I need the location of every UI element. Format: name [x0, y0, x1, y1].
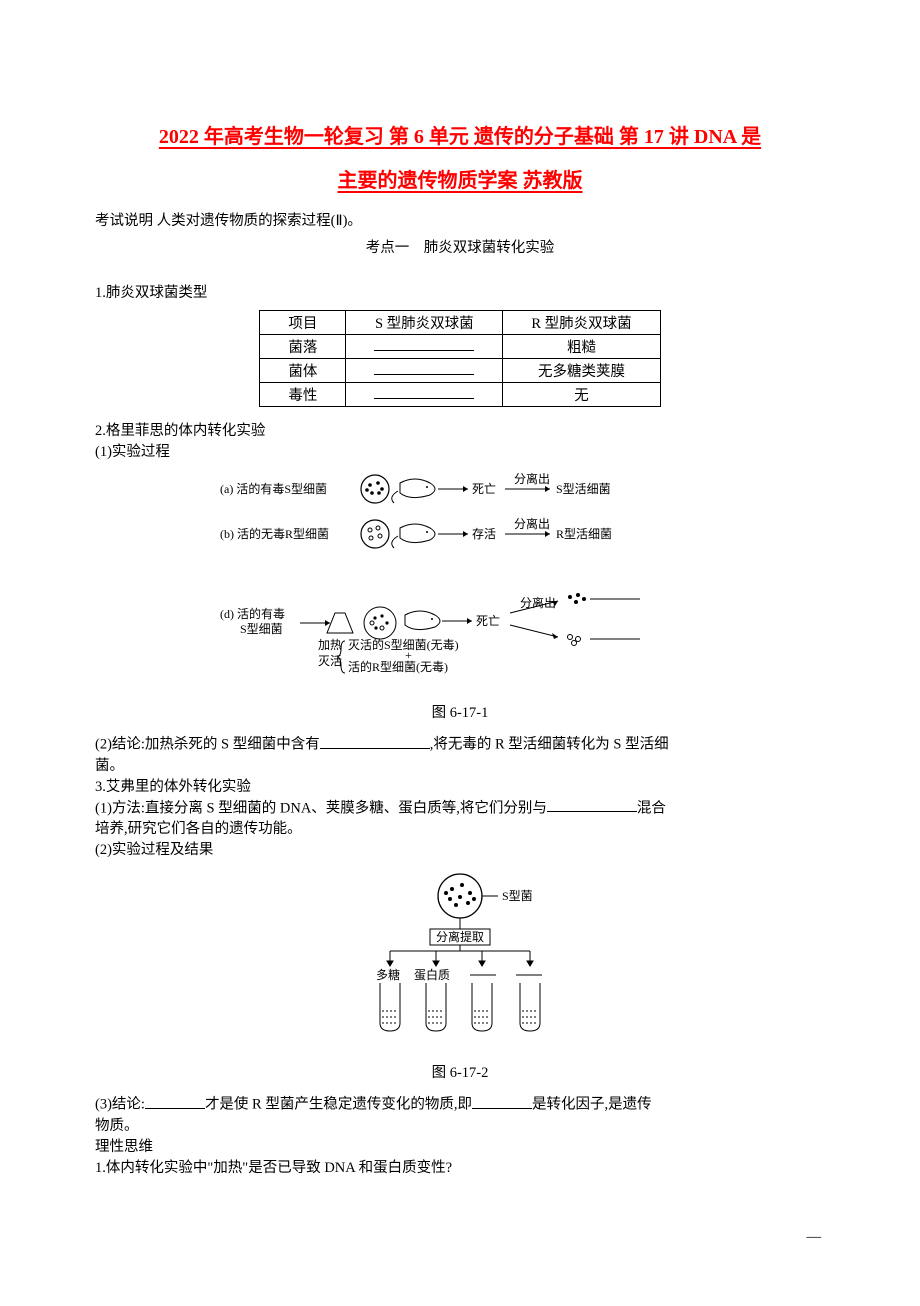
- s3-conclusion-cont: 物质。: [95, 1116, 825, 1137]
- table-cell: R 型肺炎双球菌: [503, 311, 660, 335]
- figure-1-caption: 图 6-17-1: [95, 703, 825, 724]
- s3-sub2: (2)实验过程及结果: [95, 840, 825, 861]
- table-row: 项目 S 型肺炎双球菌 R 型肺炎双球菌: [260, 311, 660, 335]
- s3-conclusion: (3)结论:才是使 R 型菌产生稳定遗传变化的物质,即是转化因子,是遗传: [95, 1094, 825, 1116]
- svg-text:死亡: 死亡: [476, 614, 500, 628]
- document-page: 2022 年高考生物一轮复习 第 6 单元 遗传的分子基础 第 17 讲 DNA…: [0, 0, 920, 1306]
- table-cell: [346, 359, 503, 383]
- svg-text:灭活的S型细菌(无毒): 灭活的S型细菌(无毒): [348, 637, 459, 652]
- s2-conclusion: (2)结论:加热杀死的 S 型细菌中含有,将无毒的 R 型活细菌转化为 S 型活…: [95, 734, 825, 756]
- fig1-a-prefix: (a) 活的有毒S型细菌: [220, 481, 327, 496]
- svg-text:加热: 加热: [318, 638, 342, 652]
- figure-6-17-2: S型菌 分离提取 多糖 蛋白质: [95, 871, 825, 1084]
- table-cell: [346, 335, 503, 359]
- svg-text:多糖: 多糖: [376, 967, 400, 982]
- svg-text:存活: 存活: [472, 527, 496, 541]
- svg-text:分离提取: 分离提取: [436, 929, 484, 944]
- table-cell: 菌体: [260, 359, 346, 383]
- svg-text:死亡: 死亡: [472, 482, 496, 496]
- table-cell: 无多糖类荚膜: [503, 359, 660, 383]
- reasoning-heading: 理性思维: [95, 1137, 825, 1158]
- page-title: 2022 年高考生物一轮复习 第 6 单元 遗传的分子基础 第 17 讲 DNA…: [95, 115, 825, 203]
- svg-text:蛋白质: 蛋白质: [414, 967, 450, 982]
- table-cell: S 型肺炎双球菌: [346, 311, 503, 335]
- section-3-heading: 3.艾弗里的体外转化实验: [95, 777, 825, 798]
- table-cell: 菌落: [260, 335, 346, 359]
- svg-text:S型菌: S型菌: [502, 889, 533, 903]
- s3-sub1: (1)方法:直接分离 S 型细菌的 DNA、荚膜多糖、蛋白质等,将它们分别与混合: [95, 798, 825, 820]
- exam-note: 考试说明 人类对遗传物质的探索过程(Ⅱ)。: [95, 211, 825, 232]
- svg-text:分离出: 分离出: [514, 516, 550, 531]
- figure-2-caption: 图 6-17-2: [95, 1063, 825, 1084]
- table-row: 菌落 粗糙: [260, 335, 660, 359]
- question-1: 1.体内转化实验中"加热"是否已导致 DNA 和蛋白质变性?: [95, 1158, 825, 1179]
- s2-conclusion-cont: 菌。: [95, 756, 825, 777]
- bacteria-type-table: 项目 S 型肺炎双球菌 R 型肺炎双球菌 菌落 粗糙 菌体 无多糖类荚膜 毒性 …: [259, 310, 660, 407]
- topic-1-heading: 考点一 肺炎双球菌转化实验: [95, 238, 825, 259]
- svg-text:R型活细菌: R型活细菌: [556, 527, 612, 541]
- table-cell: [346, 383, 503, 407]
- svg-text:(d) 活的有毒: (d) 活的有毒: [220, 606, 285, 621]
- section-2-heading: 2.格里菲思的体内转化实验: [95, 421, 825, 442]
- section-1-heading: 1.肺炎双球菌类型: [95, 283, 825, 304]
- table-row: 菌体 无多糖类荚膜: [260, 359, 660, 383]
- s3-sub1-cont: 培养,研究它们各自的遗传功能。: [95, 819, 825, 840]
- table-cell: 项目: [260, 311, 346, 335]
- svg-text:活的R型细菌(无毒): 活的R型细菌(无毒): [348, 659, 448, 674]
- title-line-2: 主要的遗传物质学案 苏教版: [95, 159, 825, 203]
- table-cell: 无: [503, 383, 660, 407]
- svg-text:S型细菌: S型细菌: [240, 622, 283, 636]
- svg-text:分离出: 分离出: [514, 473, 550, 486]
- figure-6-17-1: (a) 活的有毒S型细菌 死亡 分离出 S型活细菌 (b) 活的无毒R型细菌: [95, 473, 825, 724]
- footer-mark: —: [95, 1229, 825, 1246]
- section-2-sub1: (1)实验过程: [95, 442, 825, 463]
- svg-text:(b) 活的无毒R型细菌: (b) 活的无毒R型细菌: [220, 526, 329, 541]
- table-cell: 毒性: [260, 383, 346, 407]
- svg-text:S型活细菌: S型活细菌: [556, 482, 611, 496]
- title-line-1: 2022 年高考生物一轮复习 第 6 单元 遗传的分子基础 第 17 讲 DNA…: [95, 115, 825, 159]
- table-row: 毒性 无: [260, 383, 660, 407]
- table-cell: 粗糙: [503, 335, 660, 359]
